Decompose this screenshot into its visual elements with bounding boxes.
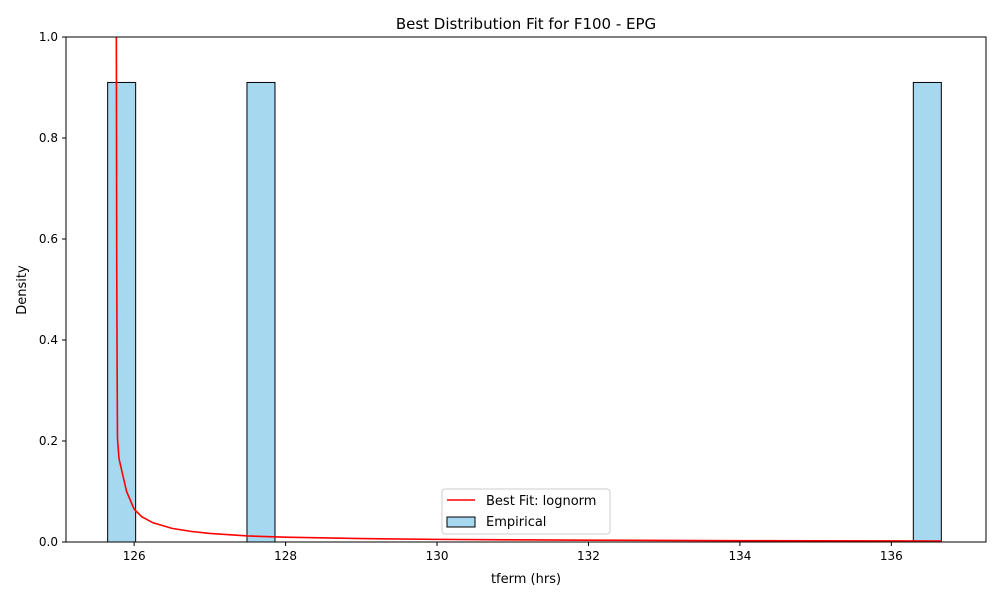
y-tick-label-4: 0.8 (39, 131, 58, 145)
histogram-bar-0 (107, 81, 137, 542)
legend-label-fit: Best Fit: lognorm (486, 494, 596, 509)
y-tick-label-3: 0.6 (39, 232, 58, 246)
y-axis-ticks: 0.0 0.2 0.4 0.6 0.8 1.0 (39, 30, 66, 549)
y-axis-label: Density (15, 265, 30, 315)
x-axis-ticks: 126 128 130 132 134 136 (123, 542, 903, 563)
legend-box (441, 488, 611, 535)
fit-line (115, 37, 942, 542)
histogram-bars (107, 81, 942, 542)
legend: Best Fit: lognorm Empirical (441, 488, 611, 535)
histogram-bar-1 (246, 81, 276, 542)
x-axis-label: tferm (hrs) (491, 572, 561, 587)
x-tick-label-2: 130 (426, 549, 449, 563)
y-tick-label-1: 0.2 (39, 434, 58, 448)
y-tick-label-0: 0.0 (39, 535, 58, 549)
y-tick-label-5: 1.0 (39, 30, 58, 44)
x-tick-label-0: 126 (123, 549, 146, 563)
x-tick-label-5: 136 (880, 549, 903, 563)
legend-label-empirical: Empirical (486, 515, 546, 530)
y-tick-label-2: 0.4 (39, 333, 58, 347)
chart-title: Best Distribution Fit for F100 - EPG (396, 15, 656, 33)
plot-frame (65, 36, 987, 543)
fit-line-group (115, 37, 942, 542)
legend-patch-swatch (446, 516, 476, 528)
histogram-bar-2 (912, 81, 942, 542)
x-tick-label-4: 134 (728, 549, 751, 563)
x-tick-label-3: 132 (577, 549, 600, 563)
x-tick-label-1: 128 (274, 549, 297, 563)
